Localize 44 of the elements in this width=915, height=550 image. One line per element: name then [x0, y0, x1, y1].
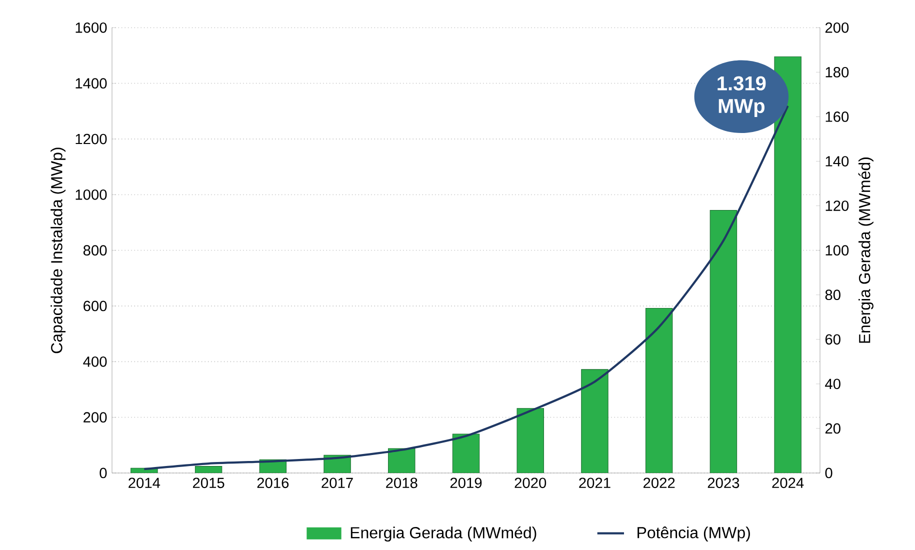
y2-tick-label: 100: [826, 245, 849, 256]
y-tick-label: 0: [100, 468, 107, 478]
bar: [452, 434, 480, 473]
y-tick-label: 600: [84, 300, 107, 312]
y-axis-title: Capacidade Instalada (MWp): [50, 148, 66, 354]
x-tick-label: 2017: [322, 478, 353, 488]
y2-tick-label: 0: [825, 468, 832, 478]
annotation: 1.319 MWp: [718, 76, 766, 118]
x-tick-label: 2022: [644, 478, 675, 488]
y2-tick-label: 60: [825, 334, 840, 345]
y2-tick-label: 140: [826, 156, 849, 166]
y-tick-label: 400: [83, 356, 107, 367]
y-tick-label: 1000: [76, 189, 107, 200]
x-tick-label: 2023: [708, 478, 740, 488]
x-tick-label: 2016: [257, 478, 289, 488]
bar: [194, 466, 222, 473]
bar: [645, 308, 673, 473]
bar: [388, 448, 416, 473]
x-tick-label: 2015: [192, 478, 224, 488]
y2-tick-label: 80: [825, 290, 840, 300]
legend-label: Potência (MWp): [638, 526, 750, 542]
y-tick-label: 200: [84, 412, 107, 423]
y-tick-label: 1200: [76, 134, 107, 144]
bar: [774, 56, 802, 473]
bar: [516, 408, 544, 473]
y2-tick-label: 20: [825, 423, 840, 434]
x-tick-label: 2019: [450, 478, 482, 488]
x-tick-label: 2020: [514, 478, 546, 488]
y2-tick-label: 200: [825, 22, 849, 33]
bar: [710, 210, 738, 473]
y-tick-label: 800: [83, 245, 107, 256]
x-tick-label: 2024: [772, 478, 804, 488]
x-tick-label: 2014: [128, 478, 160, 488]
y-tick-label: 1600: [76, 22, 107, 33]
y2-tick-label: 180: [826, 67, 849, 78]
y2-tick-label: 160: [826, 112, 849, 122]
y2-axis-title: Energia Gerada (MWméd): [858, 158, 874, 343]
bar: [581, 369, 608, 473]
y-tick-label: 1400: [76, 78, 107, 89]
y2-tick-label: 40: [825, 378, 840, 390]
x-tick-label: 2018: [386, 478, 418, 488]
y2-tick-label: 120: [826, 200, 849, 211]
legend-label: Energia Gerada (MWméd): [350, 526, 536, 542]
x-tick-label: 2021: [579, 478, 610, 488]
